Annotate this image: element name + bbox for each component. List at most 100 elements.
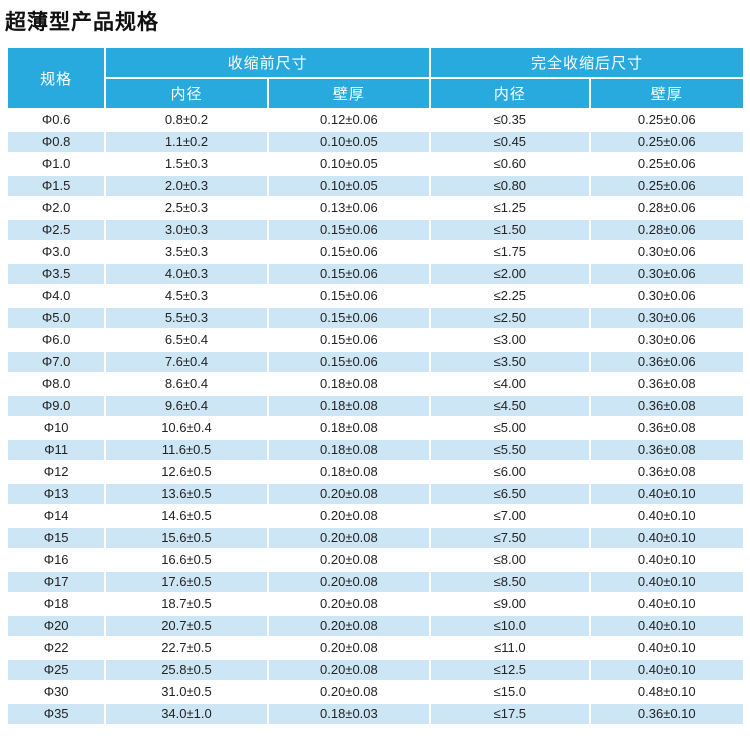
value-cell: 0.36±0.08 [590, 462, 743, 482]
table-row: Φ30 31.0±0.5 0.20±0.08 ≤15.0 0.48±0.10 [8, 682, 743, 702]
table-row: Φ2.5 3.0±0.3 0.15±0.06 ≤1.50 0.28±0.06 [8, 220, 743, 240]
value-cell: 0.12±0.06 [268, 110, 430, 130]
value-cell: 0.28±0.06 [590, 198, 743, 218]
table-row: Φ8.0 8.6±0.4 0.18±0.08 ≤4.00 0.36±0.08 [8, 374, 743, 394]
value-cell: 0.36±0.08 [590, 396, 743, 416]
table-row: Φ14 14.6±0.5 0.20±0.08 ≤7.00 0.40±0.10 [8, 506, 743, 526]
spec-cell: Φ11 [8, 440, 105, 460]
value-cell: 0.40±0.10 [590, 506, 743, 526]
value-cell: 0.36±0.08 [590, 374, 743, 394]
value-cell: 0.40±0.10 [590, 484, 743, 504]
spec-table: 规格 收缩前尺寸 完全收缩后尺寸 内径 壁厚 内径 壁厚 Φ0.6 0.8±0.2… [6, 46, 745, 726]
table-row: Φ35 34.0±1.0 0.18±0.03 ≤17.5 0.36±0.10 [8, 704, 743, 724]
value-cell: 0.30±0.06 [590, 308, 743, 328]
value-cell: 11.6±0.5 [106, 440, 267, 460]
spec-cell: Φ30 [8, 682, 105, 702]
value-cell: 31.0±0.5 [106, 682, 267, 702]
table-row: Φ12 12.6±0.5 0.18±0.08 ≤6.00 0.36±0.08 [8, 462, 743, 482]
value-cell: 0.25±0.06 [590, 132, 743, 152]
value-cell: ≤7.00 [431, 506, 589, 526]
value-cell: ≤5.00 [431, 418, 589, 438]
value-cell: ≤1.25 [431, 198, 589, 218]
value-cell: ≤7.50 [431, 528, 589, 548]
spec-cell: Φ10 [8, 418, 105, 438]
value-cell: 0.36±0.08 [590, 418, 743, 438]
value-cell: ≤2.50 [431, 308, 589, 328]
table-row: Φ6.0 6.5±0.4 0.15±0.06 ≤3.00 0.30±0.06 [8, 330, 743, 350]
value-cell: 34.0±1.0 [106, 704, 267, 724]
table-row: Φ2.0 2.5±0.3 0.13±0.06 ≤1.25 0.28±0.06 [8, 198, 743, 218]
value-cell: 6.5±0.4 [106, 330, 267, 350]
value-cell: 0.15±0.06 [268, 286, 430, 306]
value-cell: 0.30±0.06 [590, 242, 743, 262]
value-cell: ≤5.50 [431, 440, 589, 460]
value-cell: 0.40±0.10 [590, 550, 743, 570]
value-cell: 0.18±0.08 [268, 396, 430, 416]
value-cell: ≤10.0 [431, 616, 589, 636]
value-cell: 0.30±0.06 [590, 264, 743, 284]
value-cell: 0.30±0.06 [590, 286, 743, 306]
value-cell: ≤0.80 [431, 176, 589, 196]
table-row: Φ22 22.7±0.5 0.20±0.08 ≤11.0 0.40±0.10 [8, 638, 743, 658]
value-cell: ≤12.5 [431, 660, 589, 680]
value-cell: 20.7±0.5 [106, 616, 267, 636]
header-row-subcolumns: 内径 壁厚 内径 壁厚 [8, 79, 743, 108]
value-cell: 0.10±0.05 [268, 132, 430, 152]
value-cell: 0.18±0.08 [268, 374, 430, 394]
value-cell: 0.18±0.08 [268, 462, 430, 482]
value-cell: 0.25±0.06 [590, 110, 743, 130]
value-cell: ≤0.60 [431, 154, 589, 174]
value-cell: 0.25±0.06 [590, 176, 743, 196]
value-cell: 0.25±0.06 [590, 154, 743, 174]
value-cell: 0.15±0.06 [268, 330, 430, 350]
spec-cell: Φ25 [8, 660, 105, 680]
spec-cell: Φ20 [8, 616, 105, 636]
value-cell: 12.6±0.5 [106, 462, 267, 482]
spec-cell: Φ7.0 [8, 352, 105, 372]
spec-cell: Φ18 [8, 594, 105, 614]
value-cell: 17.6±0.5 [106, 572, 267, 592]
value-cell: 0.20±0.08 [268, 528, 430, 548]
value-cell: 0.20±0.08 [268, 594, 430, 614]
value-cell: ≤3.00 [431, 330, 589, 350]
value-cell: 0.20±0.08 [268, 572, 430, 592]
value-cell: 22.7±0.5 [106, 638, 267, 658]
table-row: Φ4.0 4.5±0.3 0.15±0.06 ≤2.25 0.30±0.06 [8, 286, 743, 306]
value-cell: 0.40±0.10 [590, 638, 743, 658]
table-row: Φ9.0 9.6±0.4 0.18±0.08 ≤4.50 0.36±0.08 [8, 396, 743, 416]
value-cell: 3.0±0.3 [106, 220, 267, 240]
spec-cell: Φ9.0 [8, 396, 105, 416]
value-cell: 9.6±0.4 [106, 396, 267, 416]
value-cell: ≤8.50 [431, 572, 589, 592]
value-cell: ≤9.00 [431, 594, 589, 614]
table-row: Φ18 18.7±0.5 0.20±0.08 ≤9.00 0.40±0.10 [8, 594, 743, 614]
value-cell: 0.18±0.08 [268, 440, 430, 460]
value-cell: 0.36±0.10 [590, 704, 743, 724]
header-before-inner-diameter: 内径 [106, 79, 267, 108]
table-row: Φ15 15.6±0.5 0.20±0.08 ≤7.50 0.40±0.10 [8, 528, 743, 548]
header-after-wall-thickness: 壁厚 [590, 79, 743, 108]
table-row: Φ17 17.6±0.5 0.20±0.08 ≤8.50 0.40±0.10 [8, 572, 743, 592]
spec-cell: Φ3.5 [8, 264, 105, 284]
spec-cell: Φ13 [8, 484, 105, 504]
spec-cell: Φ12 [8, 462, 105, 482]
spec-cell: Φ15 [8, 528, 105, 548]
value-cell: 0.10±0.05 [268, 176, 430, 196]
value-cell: 0.15±0.06 [268, 264, 430, 284]
spec-cell: Φ6.0 [8, 330, 105, 350]
table-row: Φ0.8 1.1±0.2 0.10±0.05 ≤0.45 0.25±0.06 [8, 132, 743, 152]
value-cell: 8.6±0.4 [106, 374, 267, 394]
spec-cell: Φ3.0 [8, 242, 105, 262]
table-row: Φ10 10.6±0.4 0.18±0.08 ≤5.00 0.36±0.08 [8, 418, 743, 438]
header-after-inner-diameter: 内径 [431, 79, 589, 108]
value-cell: 0.15±0.06 [268, 352, 430, 372]
value-cell: ≤4.50 [431, 396, 589, 416]
spec-cell: Φ1.5 [8, 176, 105, 196]
header-row-groups: 规格 收缩前尺寸 完全收缩后尺寸 [8, 48, 743, 108]
table-row: Φ5.0 5.5±0.3 0.15±0.06 ≤2.50 0.30±0.06 [8, 308, 743, 328]
value-cell: 4.5±0.3 [106, 286, 267, 306]
table-row: Φ3.0 3.5±0.3 0.15±0.06 ≤1.75 0.30±0.06 [8, 242, 743, 262]
spec-cell: Φ2.5 [8, 220, 105, 240]
value-cell: 0.48±0.10 [590, 682, 743, 702]
value-cell: 18.7±0.5 [106, 594, 267, 614]
